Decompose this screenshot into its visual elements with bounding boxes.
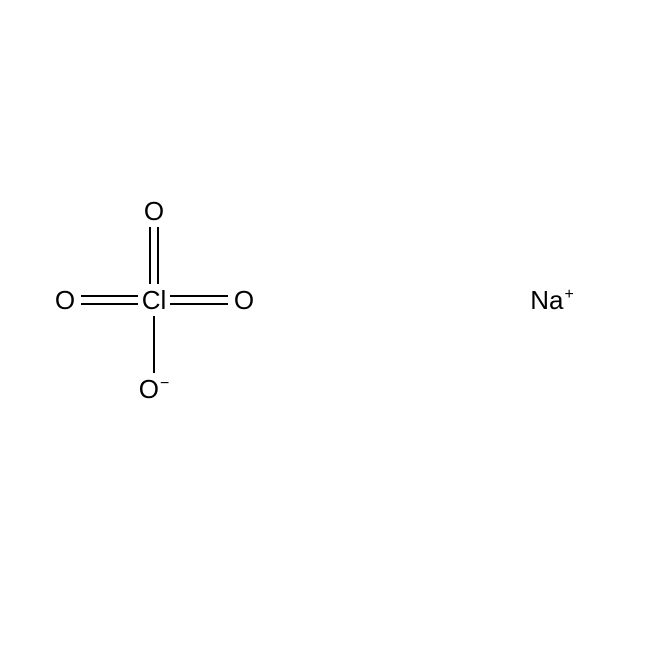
atom-o_top: O	[144, 198, 164, 224]
bond-layer	[0, 0, 650, 650]
atom-label: O	[55, 285, 75, 315]
atom-charge: +	[564, 286, 573, 303]
atom-label: O	[139, 374, 159, 404]
atom-label: O	[144, 196, 164, 226]
atom-label: Na	[530, 285, 563, 315]
atom-o_left: O	[55, 287, 75, 313]
atom-o_bottom: O−	[139, 376, 170, 402]
atom-charge: −	[160, 375, 169, 392]
atom-cl: Cl	[142, 287, 167, 313]
atom-label: O	[234, 285, 254, 315]
atom-na: Na+	[530, 287, 574, 313]
structure-canvas: ClOOOO−Na+	[0, 0, 650, 650]
atom-label: Cl	[142, 285, 167, 315]
atom-o_right: O	[234, 287, 254, 313]
